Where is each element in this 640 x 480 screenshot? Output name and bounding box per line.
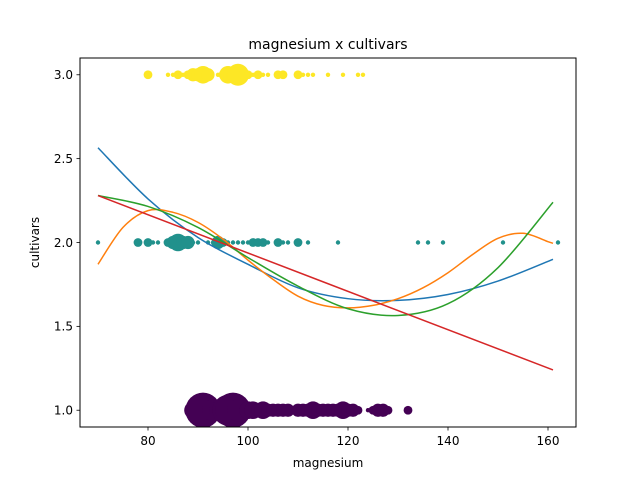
scatter-point-g1-32	[425, 240, 431, 245]
scatter-point-g0-14	[227, 63, 249, 86]
y-axis: 1.0 1.5 2.0 2.5 3.0	[54, 68, 80, 418]
scatter-point-g1-24	[265, 240, 271, 245]
scatter-point-g1-35	[555, 240, 561, 245]
y-tick-label-1: 1.5	[54, 320, 73, 334]
scatter-point-g1-33	[440, 240, 446, 245]
scatter-point-g1-25	[273, 238, 283, 247]
scatter-point-g1-26	[280, 240, 286, 245]
x-tick-label-3: 140	[437, 434, 460, 448]
scatter-point-g0-30	[360, 72, 366, 77]
scatter-point-g1-17	[230, 240, 236, 245]
scatter-point-g1-10	[190, 240, 196, 245]
chart-title: magnesium x cultivars	[248, 37, 407, 53]
scatter-point-g0-26	[310, 72, 316, 77]
fit-curve-3	[97, 194, 554, 371]
scatter-point-g1-2	[143, 238, 153, 247]
scatter-point-g0-16	[243, 70, 253, 80]
scatter-point-g1-3	[150, 240, 156, 245]
x-tick-label-0: 80	[140, 434, 155, 448]
scatter-point-g1-19	[240, 240, 246, 245]
y-axis-label: cultivars	[28, 217, 42, 268]
scatter-point-g0-9	[201, 68, 215, 82]
scatter-point-g1-30	[335, 240, 341, 245]
scatter-point-g0-28	[340, 72, 346, 77]
scatter-point-g1-23	[258, 238, 268, 247]
x-axis: 80 100 120 140 160	[140, 427, 559, 448]
y-tick-label-4: 3.0	[54, 68, 73, 82]
scatter-point-g1-0	[95, 240, 101, 245]
scatter-point-g1-27	[285, 240, 291, 245]
y-tick-label-2: 2.0	[54, 236, 73, 250]
scatter-point-g0-27	[325, 72, 331, 77]
scatter-layer	[95, 63, 561, 427]
x-axis-label: magnesium	[293, 456, 364, 470]
fit-curve-1	[97, 208, 554, 309]
scatter-point-g2-35	[403, 405, 413, 415]
scatter-point-g1-34	[500, 240, 506, 245]
scatter-point-g0-24	[300, 72, 306, 77]
scatter-point-g2-34	[383, 405, 393, 415]
scatter-point-g0-1	[165, 72, 171, 77]
x-tick-label-1: 100	[237, 434, 260, 448]
scatter-point-g1-1	[133, 238, 143, 247]
fit-curve-2	[97, 194, 554, 317]
scatter-point-g0-22	[278, 70, 288, 80]
scatter-point-g2-16	[281, 403, 295, 417]
curve-layer	[97, 147, 554, 371]
scatter-point-g0-29	[355, 72, 361, 77]
scatter-point-g1-9	[181, 235, 195, 250]
scatter-point-g0-0	[143, 70, 153, 80]
x-tick-label-4: 160	[537, 434, 560, 448]
scatter-point-g1-31	[415, 240, 421, 245]
scatter-point-g1-29	[305, 240, 311, 245]
scatter-point-g0-3	[173, 70, 183, 80]
scatter-point-g1-28	[293, 238, 303, 247]
x-tick-label-2: 120	[337, 434, 360, 448]
scatter-point-g1-18	[235, 240, 241, 245]
scatter-point-g1-11	[195, 240, 201, 245]
y-tick-label-3: 2.5	[54, 152, 73, 166]
scatter-point-g2-29	[353, 405, 363, 415]
scatter-point-g0-19	[260, 72, 266, 77]
scatter-point-g0-23	[293, 70, 303, 80]
scatter-point-g0-25	[305, 72, 311, 77]
y-tick-label-0: 1.0	[54, 404, 73, 418]
scatter-point-g1-4	[155, 240, 161, 245]
scatter-point-g0-18	[253, 70, 263, 80]
scatter-point-g0-20	[265, 72, 271, 77]
